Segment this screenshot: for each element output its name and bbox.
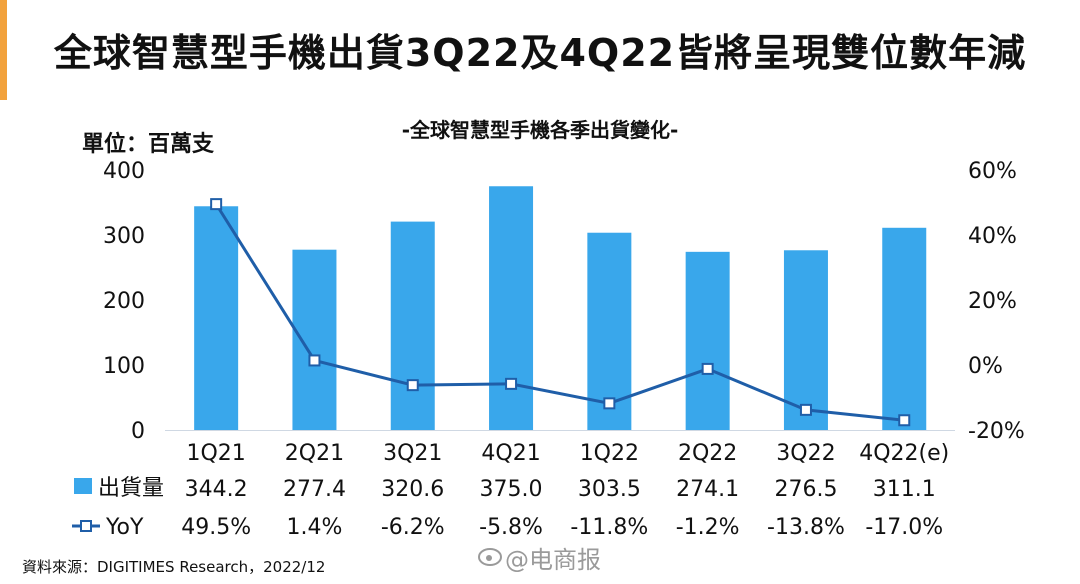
y-left-tick-label: 0 — [131, 419, 145, 444]
table-value: 320.6 — [381, 477, 444, 502]
yoy-marker — [210, 198, 223, 211]
x-category-label: 2Q21 — [285, 441, 344, 466]
bar — [390, 221, 435, 430]
yoy-line — [214, 203, 905, 422]
yoy-marker — [406, 379, 419, 392]
x-category-label: 3Q21 — [383, 441, 442, 466]
y-left-tick-label: 200 — [103, 289, 145, 314]
bar — [489, 186, 534, 430]
page-title: 全球智慧型手機出貨3Q22及4Q22皆將呈現雙位數年減 — [53, 31, 1027, 75]
table-value: -11.8% — [570, 515, 648, 540]
table-value: 49.5% — [181, 515, 251, 540]
y-right-tick-label: 0% — [968, 354, 1003, 379]
y-right-tick-label: 60% — [968, 159, 1017, 184]
x-category-label: 3Q22 — [776, 441, 835, 466]
y-right-tick-label: 20% — [968, 289, 1017, 314]
yoy-marker — [898, 414, 911, 427]
table-value: 344.2 — [185, 477, 248, 502]
yoy-marker — [603, 397, 616, 410]
chart-subtitle: -全球智慧型手機各季出貨變化- — [401, 118, 679, 142]
table-value: 311.1 — [873, 477, 936, 502]
x-category-label: 1Q22 — [580, 441, 639, 466]
table-value: -6.2% — [381, 515, 445, 540]
weibo-icon — [478, 548, 502, 566]
x-category-label: 2Q22 — [678, 441, 737, 466]
watermark: @电商报 — [505, 546, 601, 574]
table-value: 276.5 — [774, 477, 837, 502]
y-left-tick-label: 400 — [103, 159, 145, 184]
legend-bar-swatch — [74, 478, 92, 494]
title-accent-bar — [0, 0, 7, 100]
table-value: 375.0 — [480, 477, 543, 502]
y-left-tick-label: 100 — [103, 354, 145, 379]
legend-line-marker — [80, 520, 92, 532]
bar — [783, 250, 828, 430]
x-category-label: 1Q21 — [186, 441, 245, 466]
source-note: 資料來源：DIGITIMES Research，2022/12 — [22, 558, 326, 576]
x-category-label: 4Q22(e) — [859, 441, 949, 466]
table-value: 1.4% — [286, 515, 342, 540]
yoy-marker — [308, 354, 321, 367]
table-value: -17.0% — [865, 515, 943, 540]
unit-label: 單位：百萬支 — [82, 132, 215, 157]
bar — [685, 251, 730, 430]
table-value: -5.8% — [479, 515, 543, 540]
y-right-tick-label: -20% — [968, 419, 1025, 444]
bar — [882, 227, 927, 430]
table-value: 277.4 — [283, 477, 346, 502]
y-right-tick-label: 40% — [968, 224, 1017, 249]
bar — [194, 206, 239, 430]
bar — [292, 249, 337, 430]
table-value: -1.2% — [676, 515, 740, 540]
yoy-marker — [701, 362, 714, 375]
legend-bar-label: 出貨量 — [98, 476, 164, 501]
table-value: 274.1 — [676, 477, 739, 502]
x-category-label: 4Q21 — [481, 441, 540, 466]
yoy-marker — [505, 377, 518, 390]
table-value: -13.8% — [767, 515, 845, 540]
y-left-tick-label: 300 — [103, 224, 145, 249]
legend-line-label: YoY — [105, 515, 144, 540]
yoy-marker — [799, 403, 812, 416]
table-value: 303.5 — [578, 477, 641, 502]
